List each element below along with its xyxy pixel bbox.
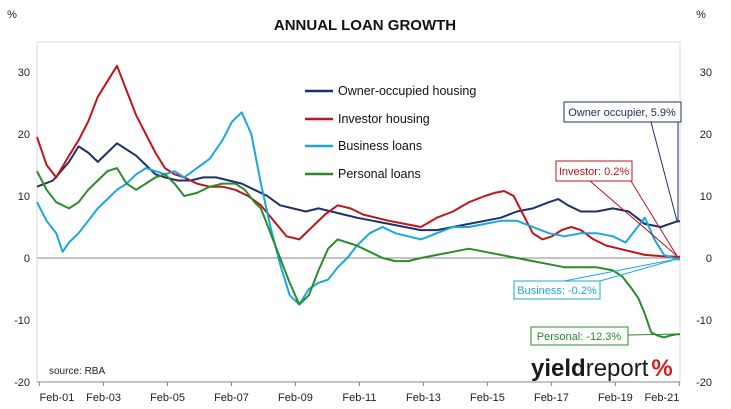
callout-investor-label: Investor: 0.2% [559,166,630,178]
callout-business-box [513,280,601,300]
x-tick-label: Feb-11 [342,392,376,404]
callout-owner-label: Owner occupier, 5.9% [568,107,676,119]
y-tick-label-left: -10 [14,315,30,327]
series-line-investor-housing [36,64,680,258]
series-line-personal-loans [36,167,680,339]
x-tick-label: Feb-05 [150,392,185,404]
logo-percent-icon: % [651,355,672,382]
y-unit-right: % [696,9,706,21]
y-tick-label-right: 30 [700,67,712,79]
callout-personal-label: Personal: -12.3% [537,331,622,343]
yieldreport-logo: yieldreport% [531,355,673,382]
callout-business-label: Business: -0.2% [517,285,597,297]
callout-business-leader-2 [599,258,678,282]
callout-business: Business: -0.2% [513,258,678,300]
callout-business-leader-1 [563,258,678,282]
callout-personal-leader [627,333,678,336]
yieldreport-logo-wordmark: yieldreport% [531,355,673,382]
y-ticks-right: -20 -10 0 10 20 30 [696,67,712,389]
x-tick-label: Feb-13 [406,392,441,404]
y-tick-label-left: 10 [18,191,30,203]
chart-title: ANNUAL LOAN GROWTH [274,17,456,34]
callout-investor-leader-2 [630,180,678,257]
x-tick-label: Feb-09 [278,392,313,404]
legend: Owner-occupied housing Investor housing … [305,84,476,181]
y-tick-label-right: 20 [700,129,712,141]
y-tick-label-left: -20 [14,377,30,389]
legend-label-business: Business loans [338,139,422,153]
y-tick-label-left: 0 [24,253,30,265]
y-tick-label-left: 20 [18,129,30,141]
callout-owner-leader-1 [650,121,678,222]
callout-investor: Investor: 0.2% [555,160,678,257]
y-tick-label-right: -10 [696,315,712,327]
x-tick-label: Feb-21 [645,392,680,404]
y-tick-label-right: -20 [696,377,712,389]
x-tick-label: Feb-07 [214,392,249,404]
x-tick-label: Feb-17 [534,392,569,404]
x-ticks: Feb-01 Feb-03 Feb-05 Feb-07 Feb-09 Feb-11 Feb-… [39,382,680,404]
callout-owner-occupier: Owner occupier, 5.9% [563,101,682,222]
callout-investor-box [555,160,633,182]
x-tick-label: Feb-01 [40,392,75,404]
y-unit-left: % [7,9,17,21]
source-note: source: RBA [49,366,105,377]
logo-word-yield: yield [531,355,586,382]
x-tick-label: Feb-03 [86,392,121,404]
series-line-business-loans [36,111,680,306]
legend-label-personal: Personal loans [338,167,421,181]
callout-owner-box [563,101,682,123]
y-tick-label-left: 30 [18,67,30,79]
logo-word-report: report [586,355,649,382]
y-tick-label-right: 10 [700,191,712,203]
y-tick-label-right: 0 [706,253,712,265]
callout-personal-box [530,326,629,346]
x-tick-label: Feb-15 [470,392,505,404]
y-ticks-left: -20 -10 0 10 20 30 [14,67,30,389]
legend-label-owner-occupied: Owner-occupied housing [338,84,476,98]
series-line-owner-occupied-housing [36,142,680,232]
callout-personal: Personal: -12.3% [530,326,678,346]
legend-label-investor: Investor housing [338,112,430,126]
x-tick-label: Feb-19 [598,392,633,404]
callout-investor-leader-1 [589,180,678,257]
